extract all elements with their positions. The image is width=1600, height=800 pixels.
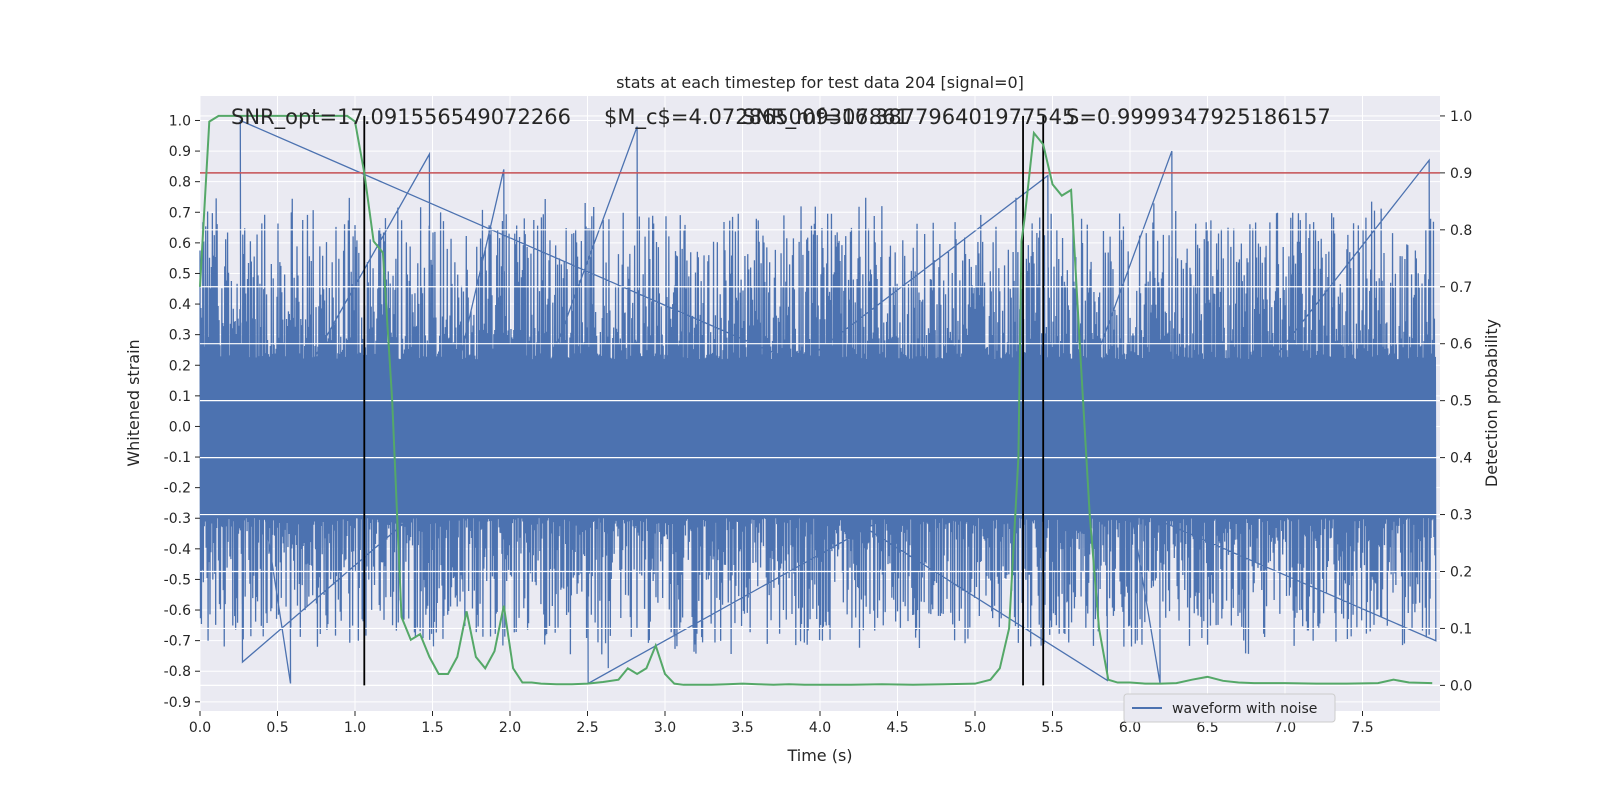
x-tick-label: 6.0 bbox=[1119, 720, 1141, 736]
y-left-tick-label: 0.2 bbox=[169, 358, 191, 374]
y-left-tick-label: 0.7 bbox=[169, 205, 191, 221]
probability-line bbox=[199, 114, 1433, 686]
x-tick-label: 1.5 bbox=[421, 720, 443, 736]
y-left-tick-label: -0.1 bbox=[164, 450, 191, 466]
y-left-tick-label: -0.9 bbox=[164, 695, 191, 711]
strain-series bbox=[199, 119, 1437, 685]
x-tick-label: 2.0 bbox=[499, 720, 521, 736]
x-tick-label: 3.5 bbox=[731, 720, 753, 736]
y-left-tick-label: 1.0 bbox=[169, 113, 191, 129]
y-left-tick-label: -0.8 bbox=[164, 664, 191, 680]
x-tick-label: 6.5 bbox=[1196, 720, 1218, 736]
y-left-tick-label: 0.6 bbox=[169, 236, 191, 252]
x-axis-label: Time (s) bbox=[786, 746, 852, 765]
y-right-tick-label: 0.3 bbox=[1450, 508, 1472, 524]
annotation-snr-mf: SNR_mf=16.387796401977545 bbox=[742, 105, 1075, 130]
y-axis-label-left: Whitened strain bbox=[124, 339, 143, 466]
axis-ticks: 0.0 0.5 1.0 1.5 2.0 2.5 3.0 3.5 4.0 4.5 5.0 5.5 6.0 6… bbox=[164, 109, 1473, 736]
legend-box bbox=[1123, 693, 1336, 723]
x-tick-label: 0.0 bbox=[189, 720, 211, 736]
annotation-chirp-mass: $M_c$=4.072865009307861 bbox=[604, 105, 909, 130]
probability-series bbox=[199, 114, 1433, 686]
x-tick-label: 2.5 bbox=[576, 720, 598, 736]
y-left-tick-label: -0.2 bbox=[164, 481, 191, 497]
y-right-tick-label: 0.9 bbox=[1450, 166, 1472, 182]
y-right-tick-label: 0.1 bbox=[1450, 621, 1472, 637]
x-tick-label: 4.0 bbox=[809, 720, 831, 736]
strain-line bbox=[199, 119, 1437, 685]
x-tick-label: 3.0 bbox=[654, 720, 676, 736]
y-left-tick-label: 0.5 bbox=[169, 266, 191, 282]
legend: waveform with noise bbox=[1123, 693, 1336, 723]
y-left-tick-label: 0.1 bbox=[169, 389, 191, 405]
annotation-s: S=0.9999347925186157 bbox=[1066, 105, 1331, 129]
x-tick-label: 5.5 bbox=[1041, 720, 1063, 736]
y-left-tick-label: 0.8 bbox=[169, 175, 191, 191]
y-left-tick-label: -0.4 bbox=[164, 542, 191, 558]
y-right-tick-label: 0.7 bbox=[1450, 280, 1472, 296]
legend-label: waveform with noise bbox=[1172, 701, 1317, 717]
y-left-tick-label: -0.7 bbox=[164, 634, 191, 650]
annotation-snr-opt: SNR_opt=17.091556549072266 bbox=[231, 105, 571, 130]
x-tick-label: 7.5 bbox=[1351, 720, 1373, 736]
y-left-tick-label: 0.3 bbox=[169, 328, 191, 344]
y-left-tick-label: 0.9 bbox=[169, 144, 191, 160]
y-right-tick-label: 0.2 bbox=[1450, 564, 1472, 580]
event-lines bbox=[363, 115, 1045, 686]
x-tick-label: 1.0 bbox=[344, 720, 366, 736]
y-left-tick-label: -0.6 bbox=[164, 603, 191, 619]
x-tick-label: 5.0 bbox=[964, 720, 986, 736]
y-right-tick-label: 1.0 bbox=[1450, 109, 1472, 125]
y-left-tick-label: 0.4 bbox=[169, 297, 191, 313]
y-right-tick-label: 0.5 bbox=[1450, 394, 1472, 410]
x-tick-label: 7.0 bbox=[1274, 720, 1296, 736]
y-left-tick-label: -0.3 bbox=[164, 511, 191, 527]
y-left-tick-label: 0.0 bbox=[169, 419, 191, 435]
chart-title: stats at each timestep for test data 204… bbox=[616, 73, 1024, 92]
x-tick-label: 4.5 bbox=[886, 720, 908, 736]
x-tick-label: 0.5 bbox=[266, 720, 288, 736]
y-axis-label-right: Detection probability bbox=[1482, 319, 1501, 487]
y-right-tick-label: 0.4 bbox=[1450, 451, 1472, 467]
y-right-tick-label: 0.8 bbox=[1450, 223, 1472, 239]
y-right-tick-label: 0.0 bbox=[1450, 678, 1472, 694]
y-right-tick-label: 0.6 bbox=[1450, 337, 1472, 353]
y-left-tick-label: -0.5 bbox=[164, 572, 191, 588]
